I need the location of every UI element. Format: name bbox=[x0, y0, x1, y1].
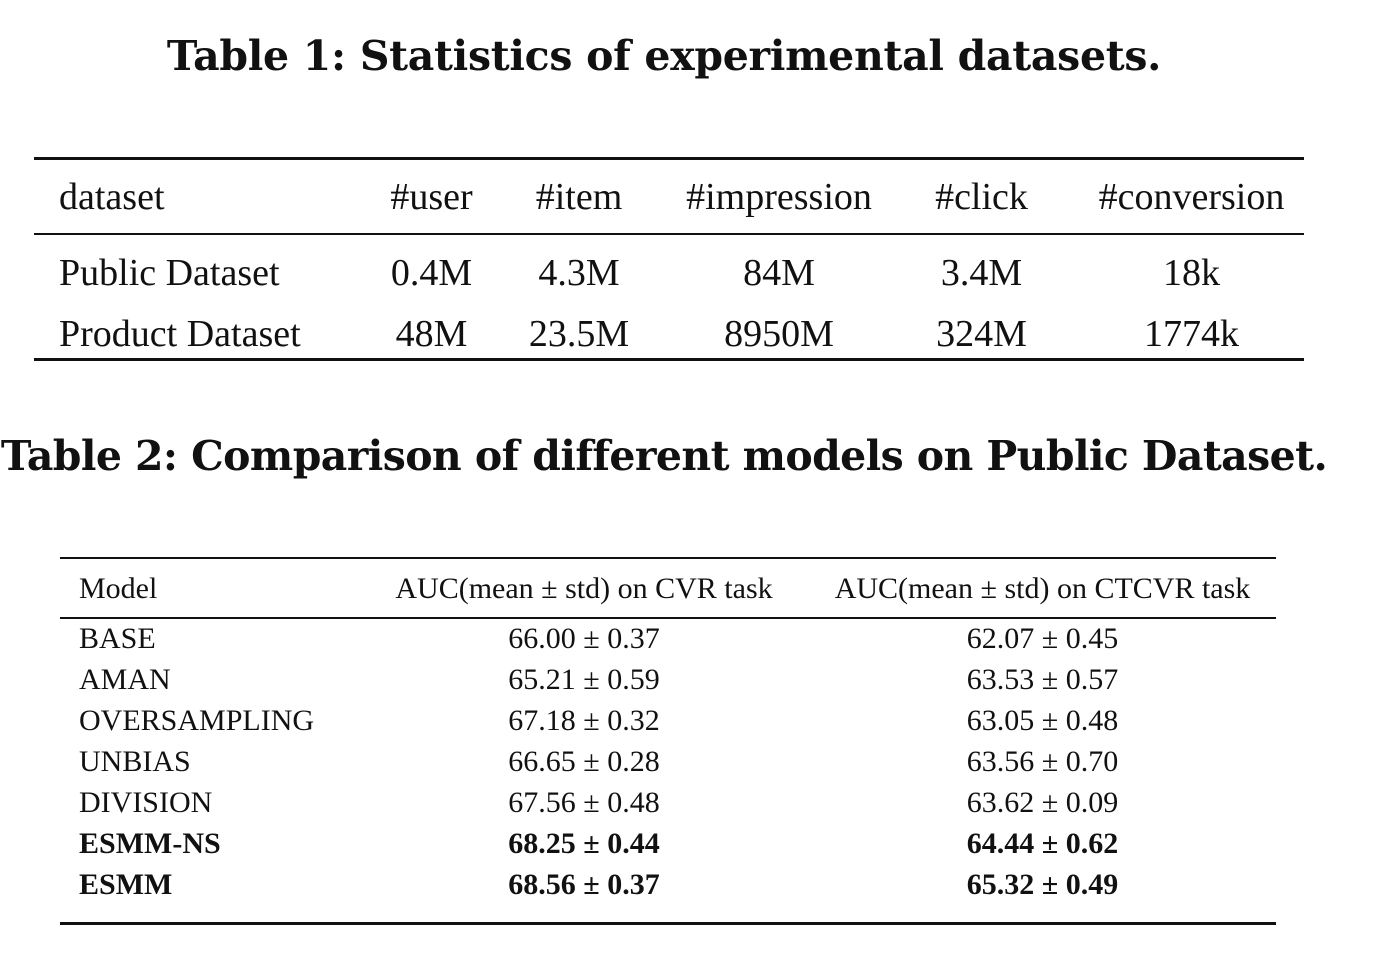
table2-cvr-cell: 68.25 ± 0.44 bbox=[508, 826, 660, 860]
table-row: AMAN 65.21 ± 0.59 63.53 ± 0.57 bbox=[60, 659, 1276, 700]
table2-cvr-cell: 67.56 ± 0.48 bbox=[508, 785, 660, 819]
table1-cell: 8950M bbox=[724, 313, 834, 355]
table1-cell: 23.5M bbox=[528, 313, 630, 355]
table-row: Public Dataset 0.4M 4.3M 84M 3.4M 18k bbox=[34, 234, 1304, 310]
table1-cell: Public Dataset bbox=[59, 252, 280, 294]
table-row: BASE 66.00 ± 0.37 62.07 ± 0.45 bbox=[60, 618, 1276, 659]
table1-cell: 1774k bbox=[1144, 313, 1239, 355]
table2-ctcvr-cell: 63.05 ± 0.48 bbox=[966, 703, 1119, 737]
table2-cvr-cell: 65.21 ± 0.59 bbox=[508, 662, 660, 696]
table2-model-cell: UNBIAS bbox=[79, 744, 191, 778]
table-row: Product Dataset 48M 23.5M 8950M 324M 177… bbox=[34, 310, 1304, 362]
table2-header-row: Model AUC(mean ± std) on CVR task AUC(me… bbox=[60, 560, 1276, 618]
table1-header-cell: #conversion bbox=[1098, 176, 1285, 218]
table2-model-cell: ESMM-NS bbox=[79, 826, 221, 860]
table1-bottom-rule bbox=[34, 358, 1304, 361]
table2: Model AUC(mean ± std) on CVR task AUC(me… bbox=[60, 560, 1276, 905]
table1-caption: Table 1: Statistics of experimental data… bbox=[166, 32, 1162, 80]
table2-ctcvr-cell: 63.56 ± 0.70 bbox=[966, 744, 1119, 778]
table1-cell: 84M bbox=[743, 252, 815, 294]
table1-header-cell: dataset bbox=[59, 176, 165, 218]
table1-mid-rule bbox=[34, 233, 1304, 235]
table2-model-cell: AMAN bbox=[79, 662, 171, 696]
table1-top-rule bbox=[34, 157, 1304, 160]
table2-cvr-cell: 66.65 ± 0.28 bbox=[508, 744, 660, 778]
table1-cell: Product Dataset bbox=[59, 313, 301, 355]
table2-top-rule bbox=[60, 557, 1276, 559]
table2-header-cell: Model bbox=[79, 572, 158, 605]
table1: dataset #user #item #impression #click #… bbox=[34, 160, 1304, 362]
table2-cvr-cell: 66.00 ± 0.37 bbox=[508, 621, 660, 655]
table2-ctcvr-cell: 63.53 ± 0.57 bbox=[966, 662, 1119, 696]
table2-cvr-cell: 67.18 ± 0.32 bbox=[508, 703, 660, 737]
table2-model-cell: ESMM bbox=[79, 867, 173, 901]
table2-header-cell: AUC(mean ± std) on CVR task bbox=[395, 572, 773, 605]
table2-model-cell: DIVISION bbox=[79, 785, 213, 819]
table-row: OVERSAMPLING 67.18 ± 0.32 63.05 ± 0.48 bbox=[60, 700, 1276, 741]
table2-ctcvr-cell: 65.32 ± 0.49 bbox=[966, 867, 1119, 901]
table1-header-cell: #item bbox=[535, 176, 623, 218]
table1-header-cell: #click bbox=[935, 176, 1028, 218]
table2-ctcvr-cell: 64.44 ± 0.62 bbox=[966, 826, 1119, 860]
table2-bottom-rule bbox=[60, 922, 1276, 925]
table1-cell: 48M bbox=[395, 313, 468, 355]
table1-header-cell: #impression bbox=[686, 176, 872, 218]
table1-cell: 324M bbox=[936, 313, 1027, 355]
table1-header-cell: #user bbox=[390, 176, 473, 218]
table1-cell: 18k bbox=[1163, 252, 1220, 294]
table2-caption: Table 2: Comparison of different models … bbox=[0, 432, 1328, 480]
table-row: UNBIAS 66.65 ± 0.28 63.56 ± 0.70 bbox=[60, 741, 1276, 782]
table2-cvr-cell: 68.56 ± 0.37 bbox=[508, 867, 660, 901]
table-row: DIVISION 67.56 ± 0.48 63.62 ± 0.09 bbox=[60, 782, 1276, 823]
table2-ctcvr-cell: 62.07 ± 0.45 bbox=[966, 621, 1119, 655]
table2-model-cell: BASE bbox=[79, 621, 156, 655]
table-row: ESMM 68.56 ± 0.37 65.32 ± 0.49 bbox=[60, 864, 1276, 905]
table-row: ESMM-NS 68.25 ± 0.44 64.44 ± 0.62 bbox=[60, 823, 1276, 864]
table1-cell: 4.3M bbox=[538, 252, 620, 294]
table2-header-cell: AUC(mean ± std) on CTCVR task bbox=[834, 572, 1251, 605]
table1-header-row: dataset #user #item #impression #click #… bbox=[34, 160, 1304, 234]
table2-model-cell: OVERSAMPLING bbox=[79, 703, 315, 737]
table1-cell: 0.4M bbox=[390, 252, 473, 294]
table1-cell: 3.4M bbox=[940, 252, 1023, 294]
table2-ctcvr-cell: 63.62 ± 0.09 bbox=[966, 785, 1119, 819]
table2-mid-rule bbox=[60, 617, 1276, 619]
